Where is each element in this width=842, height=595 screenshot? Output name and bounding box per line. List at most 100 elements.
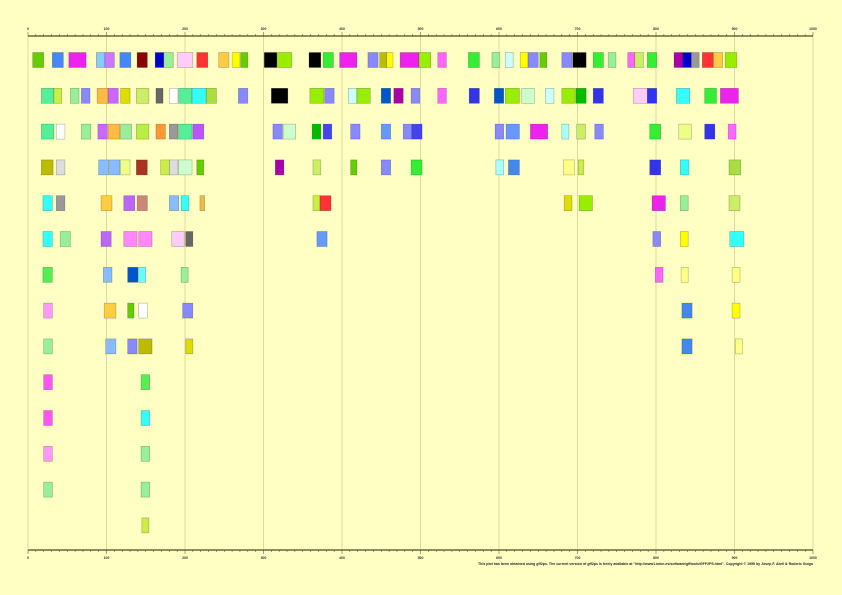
feature-box [103, 302, 117, 319]
feature-box [240, 52, 249, 68]
feature-box [140, 481, 150, 498]
feature-box [103, 266, 113, 283]
feature-box [312, 195, 321, 211]
feature-box [100, 231, 112, 247]
feature-box [138, 231, 153, 247]
feature-box [728, 195, 741, 211]
feature-box [127, 338, 138, 355]
feature-box [437, 88, 447, 104]
tick-label: 200 [182, 27, 188, 31]
feature-box [107, 88, 119, 104]
feature-box [95, 52, 106, 68]
feature-box [572, 52, 587, 68]
feature-box [41, 159, 54, 176]
feature-box [380, 88, 391, 104]
feature-box [169, 195, 180, 211]
feature-box [120, 123, 132, 140]
feature-box [55, 159, 66, 176]
track-9 [43, 338, 743, 355]
feature-box [185, 231, 194, 247]
feature-box [729, 231, 745, 247]
feature-box [680, 159, 690, 176]
feature-box [322, 52, 334, 68]
tick-label: 0 [27, 556, 29, 560]
feature-box [169, 159, 179, 176]
feature-box [138, 302, 148, 319]
feature-box [55, 123, 66, 140]
feature-box [308, 52, 322, 68]
feature-box [274, 159, 285, 176]
feature-box [563, 195, 573, 211]
feature-box [160, 159, 170, 176]
feature-box [654, 266, 664, 283]
tick-label: 500 [418, 556, 424, 560]
tick-label: 900 [732, 556, 738, 560]
feature-box [594, 123, 604, 140]
feature-box [136, 195, 148, 211]
track-7 [42, 266, 741, 283]
feature-box [410, 159, 423, 176]
feature-box [380, 123, 391, 140]
feature-box [437, 52, 447, 68]
feature-box [43, 481, 53, 498]
feature-box [141, 517, 150, 534]
feature-box [178, 159, 193, 176]
feature-box [607, 52, 617, 68]
feature-box [185, 338, 194, 355]
feature-box [199, 195, 205, 211]
feature-box [109, 159, 121, 176]
track-4 [41, 159, 742, 176]
track-12 [43, 445, 150, 462]
feature-box [120, 88, 131, 104]
tick-label: 700 [575, 27, 581, 31]
feature-box [105, 338, 117, 355]
feature-box [196, 159, 205, 176]
grid-lines [27, 36, 814, 550]
feature-box [563, 159, 575, 176]
feature-box [277, 52, 293, 68]
feature-box [104, 52, 115, 68]
track-1 [32, 52, 738, 68]
feature-box [680, 231, 689, 247]
feature-box [171, 231, 185, 247]
feature-box [651, 195, 666, 211]
feature-box [53, 88, 63, 104]
feature-box [386, 52, 394, 68]
feature-box [727, 123, 737, 140]
feature-box [493, 88, 505, 104]
feature-box [508, 159, 520, 176]
feature-box [704, 123, 716, 140]
feature-box [322, 123, 333, 140]
feature-box [140, 374, 150, 391]
feature-box [505, 123, 520, 140]
footer-credit: This plot has been obtained using gff2ps… [478, 562, 814, 566]
feature-box [521, 88, 535, 104]
tick-label: 600 [496, 27, 502, 31]
feature-box [575, 88, 587, 104]
feature-box [127, 266, 139, 283]
feature-box [577, 159, 585, 176]
feature-box [55, 195, 66, 211]
feature-box [713, 52, 724, 68]
track-3 [41, 123, 737, 140]
feature-box [123, 195, 136, 211]
feature-box [527, 52, 539, 68]
feature-box [192, 123, 205, 140]
feature-box [592, 88, 604, 104]
feature-box [468, 52, 480, 68]
feature-box [634, 52, 644, 68]
feature-box [140, 410, 150, 426]
feature-box [176, 52, 194, 68]
feature-box [238, 88, 249, 104]
feature-box [681, 302, 693, 319]
feature-box [627, 52, 636, 68]
feature-box [138, 266, 147, 283]
feature-box [678, 123, 692, 140]
feature-box [673, 52, 683, 68]
feature-box [41, 88, 55, 104]
feature-box [43, 338, 53, 355]
feature-box [154, 52, 165, 68]
feature-box [411, 123, 423, 140]
feature-box [418, 52, 432, 68]
